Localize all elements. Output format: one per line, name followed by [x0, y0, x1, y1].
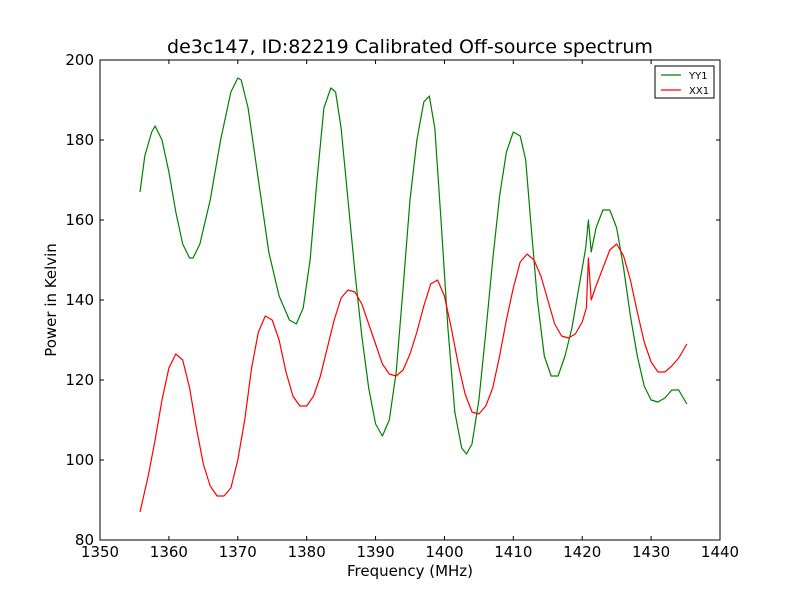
y-tick-label: 200: [65, 51, 94, 69]
x-tick-label: 1390: [356, 543, 394, 561]
series-layer: [139, 77, 688, 513]
x-tick-label: 1410: [494, 543, 532, 561]
y-tick-label: 120: [65, 371, 94, 389]
legend-label-yy1: YY1: [688, 71, 708, 82]
y-tick-label: 180: [65, 131, 94, 149]
y-axis-label: Power in Kelvin: [42, 243, 60, 357]
y-tick-label: 80: [75, 531, 94, 549]
x-tick-label: 1370: [219, 543, 257, 561]
series-line-xx1: [139, 243, 688, 513]
y-tick-label: 100: [65, 451, 94, 469]
x-tick-label: 1420: [563, 543, 601, 561]
x-axis-label: Frequency (MHz): [347, 562, 473, 580]
plot-area: 1350 1360 1370 1380 1390 1400 1410 1420 1430 1440…: [65, 51, 739, 561]
plot-frame: [99, 59, 721, 541]
tick-layer: 1350 1360 1370 1380 1390 1400 1410 1420 1430 1440…: [65, 51, 739, 561]
series-line-yy1: [139, 77, 688, 455]
x-tick-label: 1430: [632, 543, 670, 561]
x-tick-label: 1400: [425, 543, 463, 561]
x-tick-label: 1440: [701, 543, 739, 561]
legend-label-xx1: XX1: [689, 86, 709, 97]
x-tick-label: 1350: [81, 543, 119, 561]
x-tick-label: 1360: [150, 543, 188, 561]
y-tick-label: 160: [65, 211, 94, 229]
y-tick-label: 140: [65, 291, 94, 309]
legend: YY1 XX1: [654, 65, 715, 99]
chart-title: de3c147, ID:82219 Calibrated Off-source …: [167, 36, 653, 58]
x-tick-label: 1380: [288, 543, 326, 561]
legend-box: [654, 65, 715, 99]
